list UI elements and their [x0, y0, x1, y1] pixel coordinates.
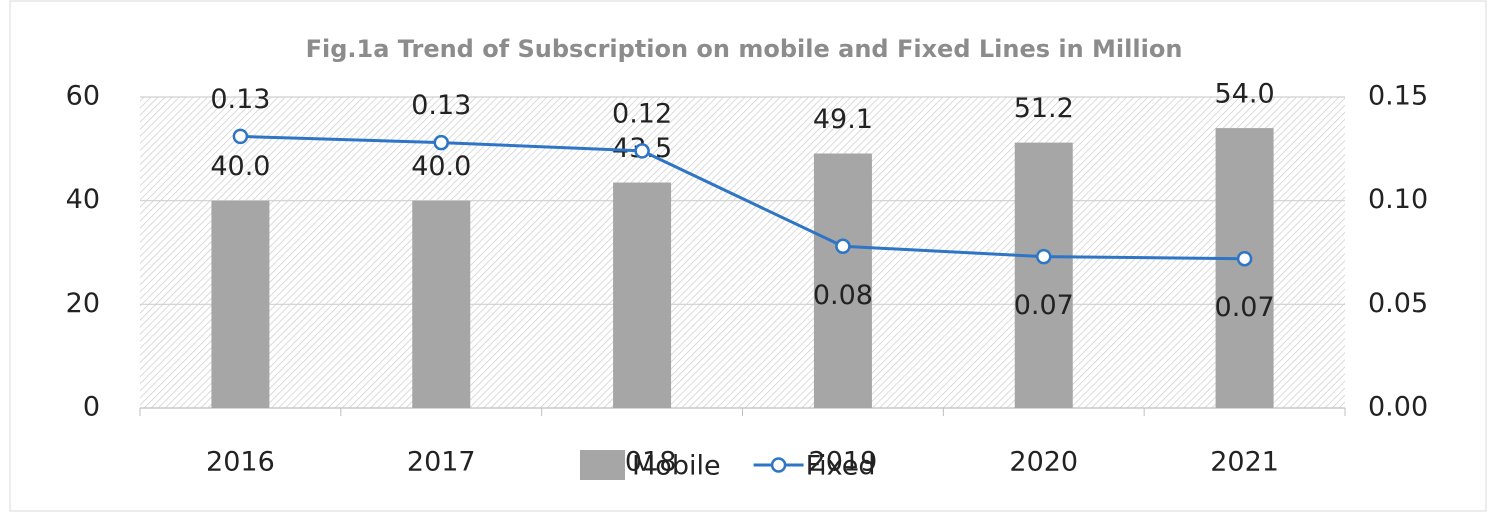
- legend-marker: [770, 457, 787, 473]
- bar: [613, 182, 672, 408]
- bar-value-label: 51.2: [1014, 93, 1074, 124]
- legend-label: Mobile: [632, 451, 721, 482]
- y-tick-label: 60: [66, 81, 100, 112]
- line: [240, 134, 1245, 261]
- bar: [1014, 142, 1073, 408]
- bar-value-label: 40.0: [210, 151, 270, 182]
- bar: [813, 153, 872, 408]
- line-marker: [634, 143, 650, 159]
- bar: [412, 200, 471, 408]
- y2-tick-label: 0.05: [1368, 288, 1428, 319]
- x-tick-label: 2017: [407, 447, 476, 478]
- x-tick-label: 2019: [809, 447, 878, 478]
- bar-value-label: 49.1: [813, 104, 873, 135]
- line-marker: [232, 128, 249, 145]
- legend-swatch: [580, 450, 625, 480]
- line-value-label: 0.07: [1014, 290, 1074, 321]
- bar-value-label: 40.0: [411, 151, 471, 182]
- y2-tick-label: 0.15: [1368, 81, 1428, 112]
- line-value-label: 0.12: [612, 98, 672, 129]
- y-tick-label: 20: [66, 288, 100, 319]
- x-tick-label: 2021: [1210, 447, 1279, 478]
- line-marker: [433, 134, 449, 151]
- line-marker: [1036, 248, 1052, 265]
- chart-title: Fig.1a Trend of Subscription on mobile a…: [306, 35, 1183, 63]
- line-value-label: 0.13: [210, 84, 270, 115]
- line-value-label: 0.13: [411, 90, 471, 121]
- x-tick-label: 2020: [1009, 447, 1078, 478]
- line-marker: [1236, 250, 1253, 267]
- y2-tick-label: 0.00: [1368, 392, 1428, 423]
- bar: [211, 200, 270, 408]
- y-tick-label: 40: [66, 184, 100, 215]
- plot-area: [140, 97, 1345, 408]
- line-marker: [835, 238, 851, 255]
- line-value-label: 0.08: [813, 280, 873, 311]
- y2-tick-label: 0.10: [1368, 184, 1428, 215]
- legend-label: Fixed: [806, 451, 876, 482]
- x-tick-label: 2016: [206, 447, 275, 478]
- bar-value-label: 54.0: [1215, 79, 1275, 110]
- bar: [1215, 128, 1274, 408]
- y-tick-label: 0: [83, 392, 100, 423]
- line-value-label: 0.07: [1215, 292, 1275, 323]
